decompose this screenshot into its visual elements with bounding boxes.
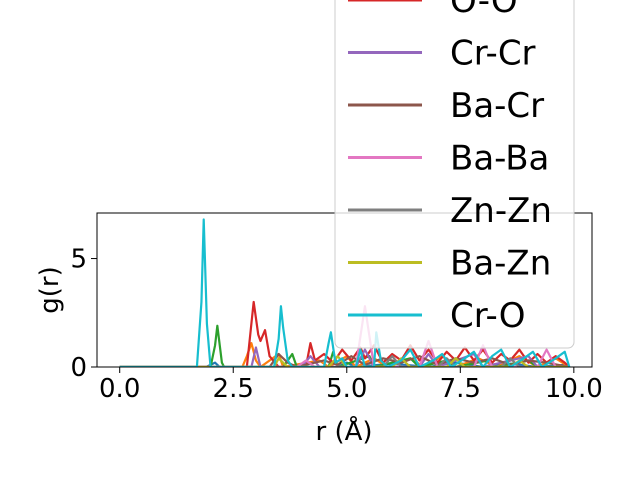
x-tick-label: 10.0	[545, 374, 603, 404]
y-tick-label: 0	[70, 353, 87, 383]
legend-label-o-o: O-O	[450, 0, 518, 21]
legend-box	[334, 0, 575, 349]
legend: O-O Cr-Cr Ba-Cr Ba-Ba Zn-Zn Ba-Zn Cr-O	[334, 0, 575, 349]
series-line-zn-zn	[119, 355, 570, 367]
x-tick-label: 2.5	[213, 374, 254, 404]
legend-label-ba-zn: Ba-Zn	[450, 244, 551, 284]
tick-layer: 0.0 2.5 5.0 7.5 10.0 0 5	[70, 245, 602, 404]
y-axis-label: g(r)	[35, 266, 65, 313]
x-tick-label: 0.0	[99, 374, 140, 404]
legend-label-ba-cr: Ba-Cr	[450, 86, 544, 126]
legend-label-zn-zn: Zn-Zn	[450, 191, 552, 231]
y-tick-label: 5	[70, 245, 87, 275]
series-line-cr-o	[119, 218, 571, 367]
x-tick-label: 7.5	[440, 374, 481, 404]
legend-label-cr-cr: Cr-Cr	[450, 34, 536, 74]
legend-label-ba-ba: Ba-Ba	[450, 139, 549, 179]
x-tick-label: 5.0	[326, 374, 367, 404]
legend-label-cr-o: Cr-O	[450, 296, 526, 336]
x-axis-label: r (Å)	[315, 415, 372, 447]
